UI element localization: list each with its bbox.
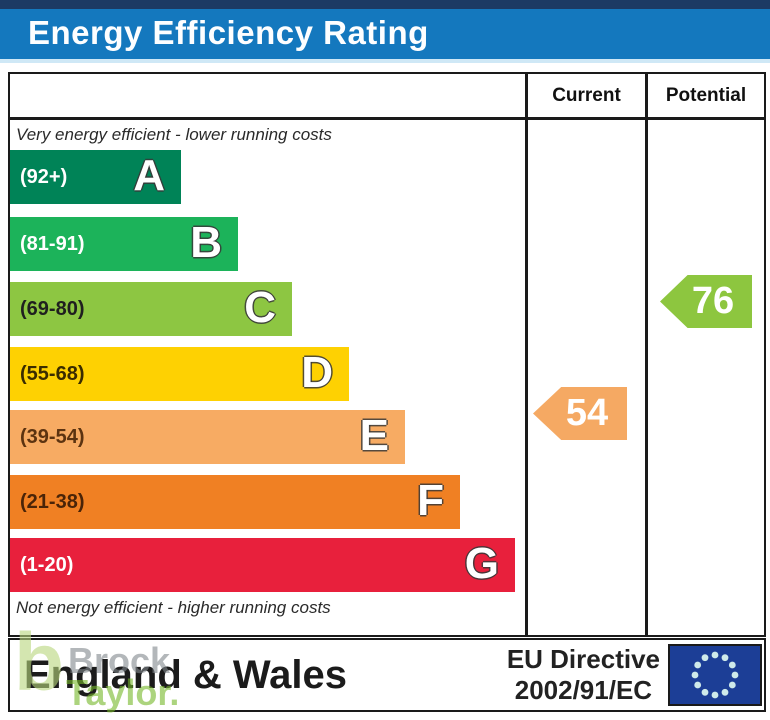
band-range-label: (69-80) [20, 298, 85, 320]
band-letter: G [464, 539, 499, 588]
rating-band-E: (39-54) E [10, 410, 405, 464]
band-letter: A [133, 151, 165, 200]
region-label: England & Wales [24, 653, 348, 697]
current-rating-arrow: 54 [533, 387, 627, 440]
potential-rating-value: 76 [691, 280, 735, 322]
rating-band-F: (21-38) F [10, 475, 460, 529]
band-range-label: (39-54) [20, 426, 85, 448]
band-letter: D [301, 348, 333, 397]
band-range-label: (81-91) [20, 233, 85, 255]
current-rating-value: 54 [565, 392, 609, 434]
rating-band-B: (81-91) B [10, 217, 238, 271]
band-letter: E [359, 411, 389, 460]
header-separator [10, 117, 764, 120]
eu-directive-line2: 2002/91/EC [514, 675, 653, 705]
potential-rating-arrow: 76 [660, 275, 752, 328]
page-title: Energy Efficiency Rating [28, 14, 429, 51]
eu-directive-line1: EU Directive [506, 644, 660, 674]
current-column-divider [525, 74, 528, 635]
rating-band-D: (55-68) D [10, 347, 349, 401]
eu-directive-label: EU Directive 2002/91/EC [507, 644, 660, 706]
band-letter: C [244, 283, 276, 332]
band-range-label: (21-38) [20, 491, 85, 513]
top-caption: Very energy efficient - lower running co… [16, 125, 332, 144]
band-range-label: (1-20) [20, 554, 74, 576]
potential-column-header: Potential [665, 85, 747, 106]
rating-band-G: (1-20) G [10, 538, 515, 592]
top-border-strip [0, 0, 770, 9]
potential-column-divider [645, 74, 648, 635]
band-letter: F [417, 476, 444, 525]
rating-table: Current Potential Very energy efficient … [8, 72, 766, 637]
bottom-caption: Not energy efficient - higher running co… [16, 598, 331, 617]
footer: England & Wales EU Directive 2002/91/EC [8, 638, 766, 712]
rating-band-A: (92+) A [10, 150, 181, 204]
eu-flag-icon [668, 644, 762, 706]
current-column-header: Current [552, 85, 621, 106]
band-range-label: (92+) [20, 166, 68, 188]
rating-band-C: (69-80) C [10, 282, 292, 336]
title-bar: Energy Efficiency Rating [0, 9, 770, 63]
band-letter: B [190, 218, 222, 267]
band-range-label: (55-68) [20, 363, 85, 385]
